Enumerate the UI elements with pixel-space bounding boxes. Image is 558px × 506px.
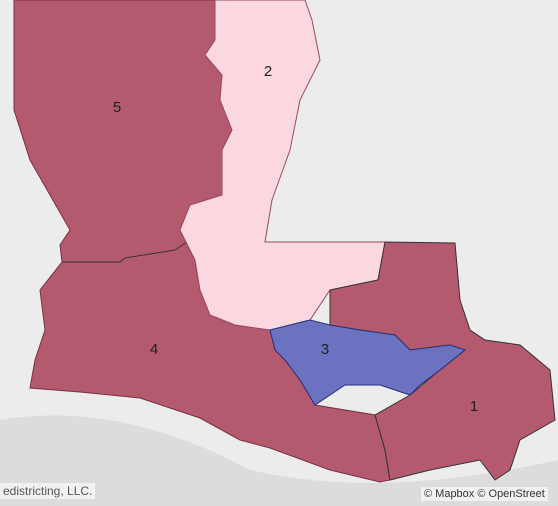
district-label: 2 bbox=[264, 63, 272, 80]
district-3 bbox=[269, 319, 467, 406]
district-label: 3 bbox=[321, 341, 329, 358]
district-label: 4 bbox=[150, 341, 158, 358]
map-attribution[interactable]: © Mapbox © OpenStreet bbox=[421, 487, 548, 501]
gulf-water bbox=[0, 415, 558, 506]
attribution: edistricting, LLC. bbox=[0, 483, 96, 499]
district-2 bbox=[179, 0, 386, 331]
district-label: 1 bbox=[470, 398, 478, 415]
district-label: 5 bbox=[113, 99, 121, 116]
